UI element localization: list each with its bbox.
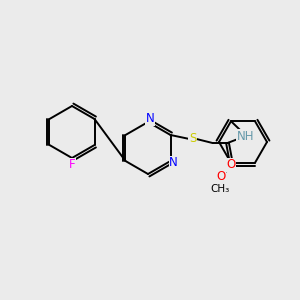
Text: S: S: [189, 133, 196, 146]
Text: O: O: [226, 158, 235, 172]
Text: F: F: [69, 158, 75, 172]
Text: NH: NH: [237, 130, 254, 142]
Text: N: N: [169, 157, 178, 169]
Text: N: N: [146, 112, 154, 125]
Text: CH₃: CH₃: [210, 184, 230, 194]
Text: O: O: [216, 170, 226, 183]
